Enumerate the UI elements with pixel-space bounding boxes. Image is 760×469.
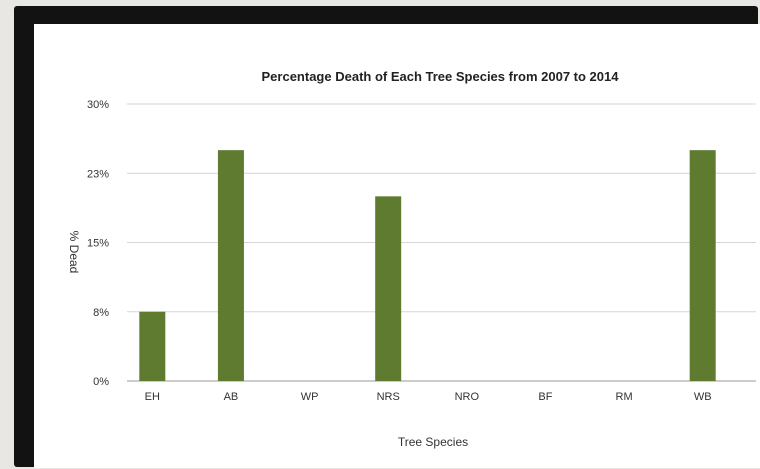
x-tick-label: NRS	[377, 391, 400, 403]
x-tick-label: EH	[145, 391, 160, 403]
bar-chart: Percentage Death of Each Tree Species fr…	[67, 69, 756, 449]
x-tick-label: WP	[301, 391, 319, 403]
y-tick-label: 8%	[93, 307, 109, 319]
y-tick-label: 0%	[93, 376, 109, 388]
y-tick-label: 15%	[87, 238, 109, 250]
screenshot-frame: Percentage Death of Each Tree Species fr…	[14, 6, 760, 468]
bar-ab	[217, 150, 244, 381]
bar-wb	[689, 150, 716, 381]
x-tick-labels: EH AB WP NRS NRO BF RM WB	[145, 391, 712, 403]
y-tick-label: 23%	[87, 168, 109, 180]
x-tick-label: AB	[224, 391, 239, 403]
x-axis-label: Tree Species	[398, 435, 468, 449]
x-tick-label: WB	[694, 391, 712, 403]
x-tick-label: RM	[616, 391, 633, 403]
chart-title: Percentage Death of Each Tree Species fr…	[262, 69, 620, 84]
y-tick-label: 30%	[87, 99, 109, 111]
chart-panel: Percentage Death of Each Tree Species fr…	[34, 24, 760, 468]
y-axis-label: % Dead	[67, 231, 81, 274]
y-tick-labels: 0% 8% 15% 23% 30%	[87, 99, 109, 388]
bar-eh	[139, 311, 166, 381]
bars	[139, 150, 716, 381]
x-tick-label: NRO	[455, 391, 480, 403]
bar-nrs	[375, 196, 402, 381]
x-tick-label: BF	[538, 391, 552, 403]
